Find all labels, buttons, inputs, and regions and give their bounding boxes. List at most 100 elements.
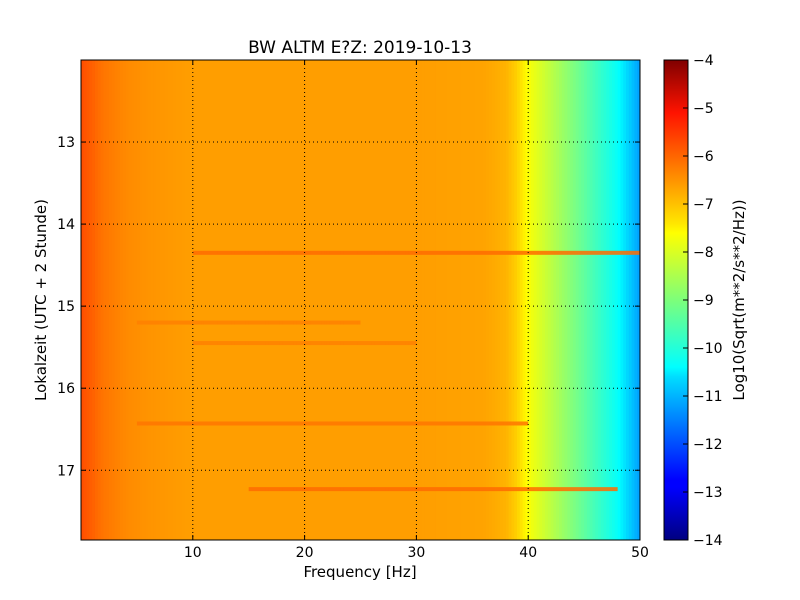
heatmap-column: [173, 60, 177, 540]
heatmap-column: [81, 60, 85, 540]
colorbar-tick-label: −6: [693, 149, 714, 165]
heatmap-column: [447, 60, 451, 540]
heatmap-column: [514, 60, 518, 540]
heatmap-column: [108, 60, 113, 540]
heatmap-column: [220, 60, 225, 540]
heatmap-column: [394, 60, 398, 540]
heatmap-column: [489, 60, 493, 540]
heatmap-column: [354, 60, 359, 540]
heatmap-column: [326, 60, 331, 540]
heatmap-column: [477, 60, 482, 540]
heatmap-column: [178, 60, 183, 540]
heatmap-column: [223, 60, 227, 540]
heatmap-column: [237, 60, 241, 540]
heatmap-column: [139, 60, 144, 540]
heatmap-column: [508, 60, 513, 540]
heatmap-column: [170, 60, 174, 540]
colorbar-tick-label: −11: [693, 389, 723, 405]
heatmap-column: [522, 60, 527, 540]
heatmap-column: [631, 60, 636, 540]
heatmap-column: [153, 60, 158, 540]
heatmap-column: [592, 60, 596, 540]
heatmap-column: [209, 60, 213, 540]
heatmap-column: [444, 60, 448, 540]
heatmap-column: [254, 60, 258, 540]
heatmap-column: [156, 60, 160, 540]
heatmap-column: [203, 60, 208, 540]
heatmap-column: [318, 60, 322, 540]
heatmap-column: [142, 60, 146, 540]
heatmap-column: [145, 60, 149, 540]
heatmap-column: [310, 60, 314, 540]
heatmap-column: [234, 60, 239, 540]
heatmap-column: [360, 60, 364, 540]
heatmap-column: [441, 60, 445, 540]
heatmap-column: [245, 60, 250, 540]
heatmap-column: [385, 60, 390, 540]
heatmap-column: [335, 60, 339, 540]
heatmap-column: [623, 60, 627, 540]
y-tick-label: 17: [57, 463, 75, 479]
heatmap-column: [455, 60, 459, 540]
heatmap-column: [491, 60, 496, 540]
y-axis-ticks: 13 14 15 16 17: [57, 135, 640, 479]
heatmap-column: [391, 60, 395, 540]
heatmap-column: [329, 60, 334, 540]
heatmap-column: [206, 60, 211, 540]
heatmap-column: [304, 60, 308, 540]
y-tick-label: 15: [57, 299, 75, 315]
heatmap-column: [581, 60, 585, 540]
heatmap-column: [299, 60, 303, 540]
heatmap-column: [150, 60, 155, 540]
heatmap-column: [92, 60, 96, 540]
heatmap-column: [430, 60, 434, 540]
heatmap-column: [486, 60, 490, 540]
heatmap-column: [357, 60, 362, 540]
heatmap-column: [122, 60, 127, 540]
heatmap-column: [377, 60, 381, 540]
heatmap-column: [405, 60, 409, 540]
heatmap-column: [296, 60, 300, 540]
colorbar-tick-label: −13: [693, 485, 723, 501]
heatmap-column: [388, 60, 392, 540]
heatmap-column: [396, 60, 401, 540]
plot-frame: [80, 59, 641, 541]
heatmap-column: [190, 60, 194, 540]
heatmap-column: [83, 60, 88, 540]
colorbar-tick-label: −7: [693, 197, 714, 213]
heatmap-column: [637, 60, 640, 540]
heatmap-band: [192, 341, 417, 346]
heatmap-column: [301, 60, 306, 540]
heatmap-column: [120, 60, 124, 540]
heatmap-column: [106, 60, 110, 540]
heatmap-column: [282, 60, 286, 540]
heatmap-column: [609, 60, 613, 540]
x-axis-label: Frequency [Hz]: [303, 563, 416, 581]
heatmap-column: [349, 60, 353, 540]
heatmap-column: [273, 60, 278, 540]
heatmap-column: [114, 60, 118, 540]
heatmap-columns: [81, 60, 640, 540]
heatmap-column: [111, 60, 116, 540]
heatmap-column: [117, 60, 121, 540]
heatmap-column: [340, 60, 345, 540]
heatmap-column: [164, 60, 169, 540]
colorbar-label: Log10(Sqrt(m**2/s**2/Hz)): [730, 199, 748, 400]
heatmap-column: [212, 60, 216, 540]
heatmap-column: [472, 60, 476, 540]
heatmap-column: [536, 60, 540, 540]
heatmap-column: [427, 60, 431, 540]
heatmap-column: [324, 60, 328, 540]
heatmap-column: [167, 60, 172, 540]
x-tick-label: 40: [519, 545, 537, 561]
heatmap-column: [589, 60, 594, 540]
heatmap-column: [584, 60, 588, 540]
heatmap-column: [544, 60, 549, 540]
heatmap-column: [480, 60, 485, 540]
heatmap-column: [578, 60, 582, 540]
heatmap-column: [184, 60, 188, 540]
heatmap-column: [399, 60, 404, 540]
heatmap-column: [251, 60, 255, 540]
heatmap-column: [517, 60, 521, 540]
heatmap-column: [469, 60, 473, 540]
